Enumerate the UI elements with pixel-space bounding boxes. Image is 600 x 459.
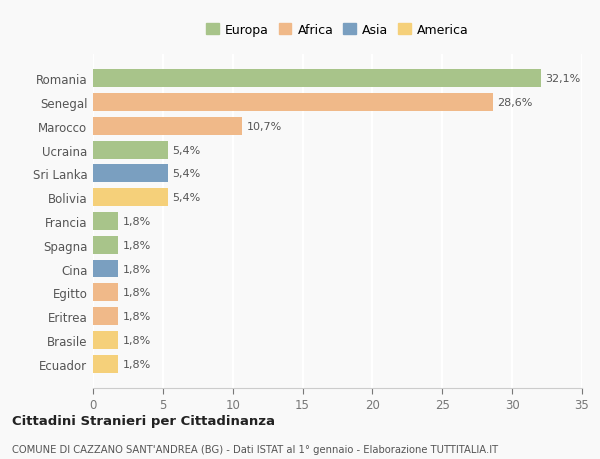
Text: 1,8%: 1,8% <box>122 217 151 226</box>
Bar <box>93 284 118 302</box>
Bar <box>93 141 169 159</box>
Text: 28,6%: 28,6% <box>497 98 532 108</box>
Text: 5,4%: 5,4% <box>173 169 201 179</box>
Text: 1,8%: 1,8% <box>122 311 151 321</box>
Bar <box>93 260 118 278</box>
Bar <box>93 189 169 207</box>
Text: Cittadini Stranieri per Cittadinanza: Cittadini Stranieri per Cittadinanza <box>12 414 275 428</box>
Legend: Europa, Africa, Asia, America: Europa, Africa, Asia, America <box>203 22 472 39</box>
Text: 5,4%: 5,4% <box>173 193 201 203</box>
Bar <box>93 118 242 135</box>
Text: 1,8%: 1,8% <box>122 288 151 297</box>
Text: 5,4%: 5,4% <box>173 146 201 155</box>
Text: 1,8%: 1,8% <box>122 359 151 369</box>
Bar <box>93 94 493 112</box>
Bar <box>93 308 118 325</box>
Bar <box>93 355 118 373</box>
Text: COMUNE DI CAZZANO SANT'ANDREA (BG) - Dati ISTAT al 1° gennaio - Elaborazione TUT: COMUNE DI CAZZANO SANT'ANDREA (BG) - Dat… <box>12 444 498 454</box>
Bar <box>93 165 169 183</box>
Bar <box>93 213 118 230</box>
Text: 32,1%: 32,1% <box>545 74 581 84</box>
Text: 1,8%: 1,8% <box>122 335 151 345</box>
Bar <box>93 70 541 88</box>
Bar <box>93 236 118 254</box>
Bar <box>93 331 118 349</box>
Text: 10,7%: 10,7% <box>247 122 282 132</box>
Text: 1,8%: 1,8% <box>122 240 151 250</box>
Text: 1,8%: 1,8% <box>122 264 151 274</box>
